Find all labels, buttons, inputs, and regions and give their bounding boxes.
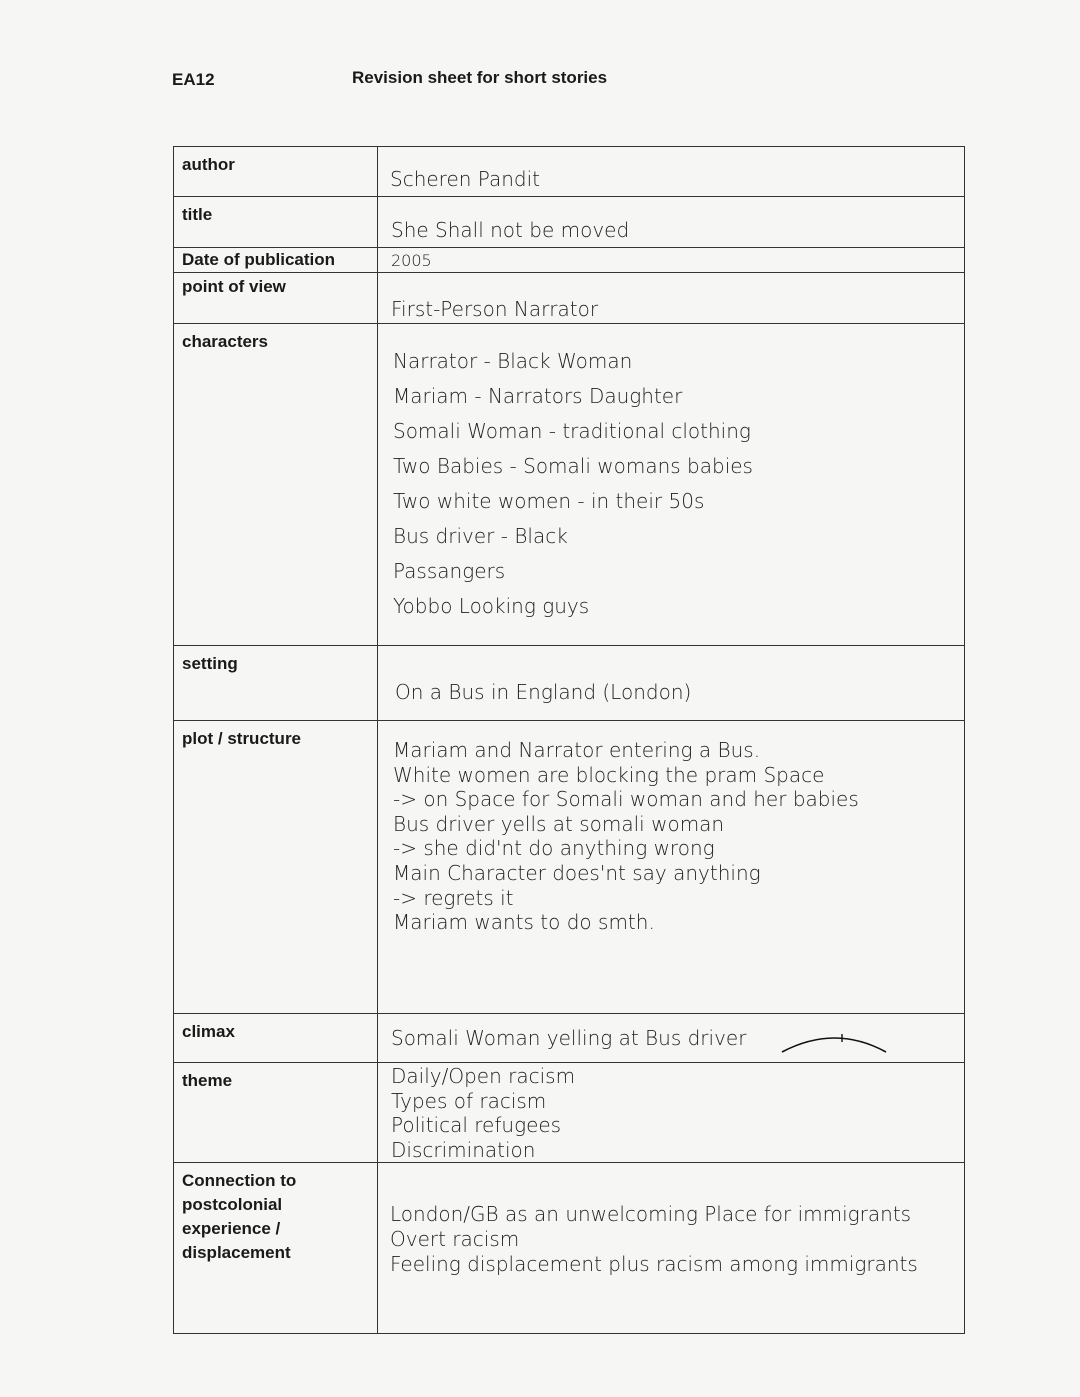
theme-item: Political refugees: [391, 1113, 562, 1138]
label-theme: theme: [173, 1061, 378, 1164]
character-item: Yobbo Looking guys: [393, 594, 590, 618]
row-climax: climax Somali Woman yelling at Bus drive…: [173, 1013, 965, 1063]
character-item: Bus driver - Black: [393, 524, 568, 548]
label-line: displacement: [182, 1243, 291, 1263]
character-item: Two white women - in their 50s: [393, 489, 705, 513]
value-climax: Somali Woman yelling at Bus driver: [391, 1026, 747, 1050]
plot-item: -> on Space for Somali woman and her bab…: [393, 787, 859, 812]
row-connection: Connection to postcolonial experience / …: [173, 1162, 965, 1335]
character-item: Passangers: [393, 559, 506, 583]
revision-table: author Scheren Pandit title She Shall no…: [173, 146, 965, 1335]
value-date: 2005: [377, 247, 965, 273]
label-climax: climax: [173, 1013, 378, 1063]
character-item: Somali Woman - traditional clothing: [393, 419, 751, 443]
character-item: Narrator - Black Woman: [393, 349, 633, 373]
plot-item: -> regrets it: [393, 885, 514, 910]
plot-item: Mariam wants to do smth.: [393, 910, 655, 935]
label-title: title: [173, 196, 378, 248]
row-pov: point of view First-Person Narrator: [173, 272, 965, 324]
label-date: Date of publication: [173, 247, 378, 273]
label-line: postcolonial: [182, 1195, 283, 1215]
row-title: title She Shall not be moved: [173, 196, 965, 248]
plot-item: Mariam and Narrator entering a Bus.: [393, 738, 761, 762]
plot-item: White women are blocking the pram Space: [393, 762, 825, 787]
climax-arc-icon: [781, 1034, 887, 1053]
course-code: EA12: [172, 70, 215, 89]
value-characters: Narrator - Black Woman Mariam - Narrator…: [377, 323, 965, 646]
row-author: author Scheren Pandit: [173, 146, 965, 197]
theme-item: Daily/Open racism: [391, 1064, 576, 1088]
connection-item: Feeling displacement plus racism among i…: [390, 1251, 918, 1276]
label-plot: plot / structure: [173, 720, 378, 1014]
label-setting: setting: [173, 645, 378, 721]
value-title: She Shall not be moved: [377, 196, 965, 248]
label-line: Connection to: [182, 1171, 297, 1191]
character-item: Two Babies - Somali womans babies: [393, 454, 753, 478]
row-date: Date of publication 2005: [173, 247, 965, 273]
value-connection: London/GB as an unwelcoming Place for im…: [377, 1162, 965, 1335]
row-plot: plot / structure Mariam and Narrator ent…: [173, 720, 965, 1014]
row-setting: setting On a Bus in England (London): [173, 645, 965, 721]
theme-item: Discrimination: [391, 1137, 536, 1162]
value-climax-cell: Somali Woman yelling at Bus driver: [377, 1013, 965, 1063]
label-pov: point of view: [173, 272, 378, 324]
plot-item: Main Character does'nt say anything: [393, 860, 761, 885]
value-setting: On a Bus in England (London): [377, 645, 965, 721]
row-theme: theme Daily/Open racism Types of racism …: [173, 1061, 965, 1164]
plot-item: Bus driver yells at somali woman: [393, 811, 725, 836]
plot-item: -> she did'nt do anything wrong: [393, 836, 715, 861]
label-line: experience /: [182, 1219, 281, 1239]
connection-item: London/GB as an unwelcoming Place for im…: [390, 1202, 912, 1227]
value-theme: Daily/Open racism Types of racism Politi…: [377, 1061, 965, 1164]
character-item: Mariam - Narrators Daughter: [393, 384, 683, 408]
label-author: author: [173, 146, 378, 197]
label-connection: Connection to postcolonial experience / …: [173, 1162, 378, 1335]
theme-item: Types of racism: [391, 1088, 547, 1113]
connection-item: Overt racism: [390, 1226, 520, 1251]
value-pov: First-Person Narrator: [377, 272, 965, 324]
sheet-title: Revision sheet for short stories: [352, 68, 608, 87]
value-author: Scheren Pandit: [377, 146, 965, 197]
row-characters: characters Narrator - Black Woman Mariam…: [173, 323, 965, 646]
label-characters: characters: [173, 323, 378, 646]
value-plot: Mariam and Narrator entering a Bus. Whit…: [377, 720, 965, 1014]
